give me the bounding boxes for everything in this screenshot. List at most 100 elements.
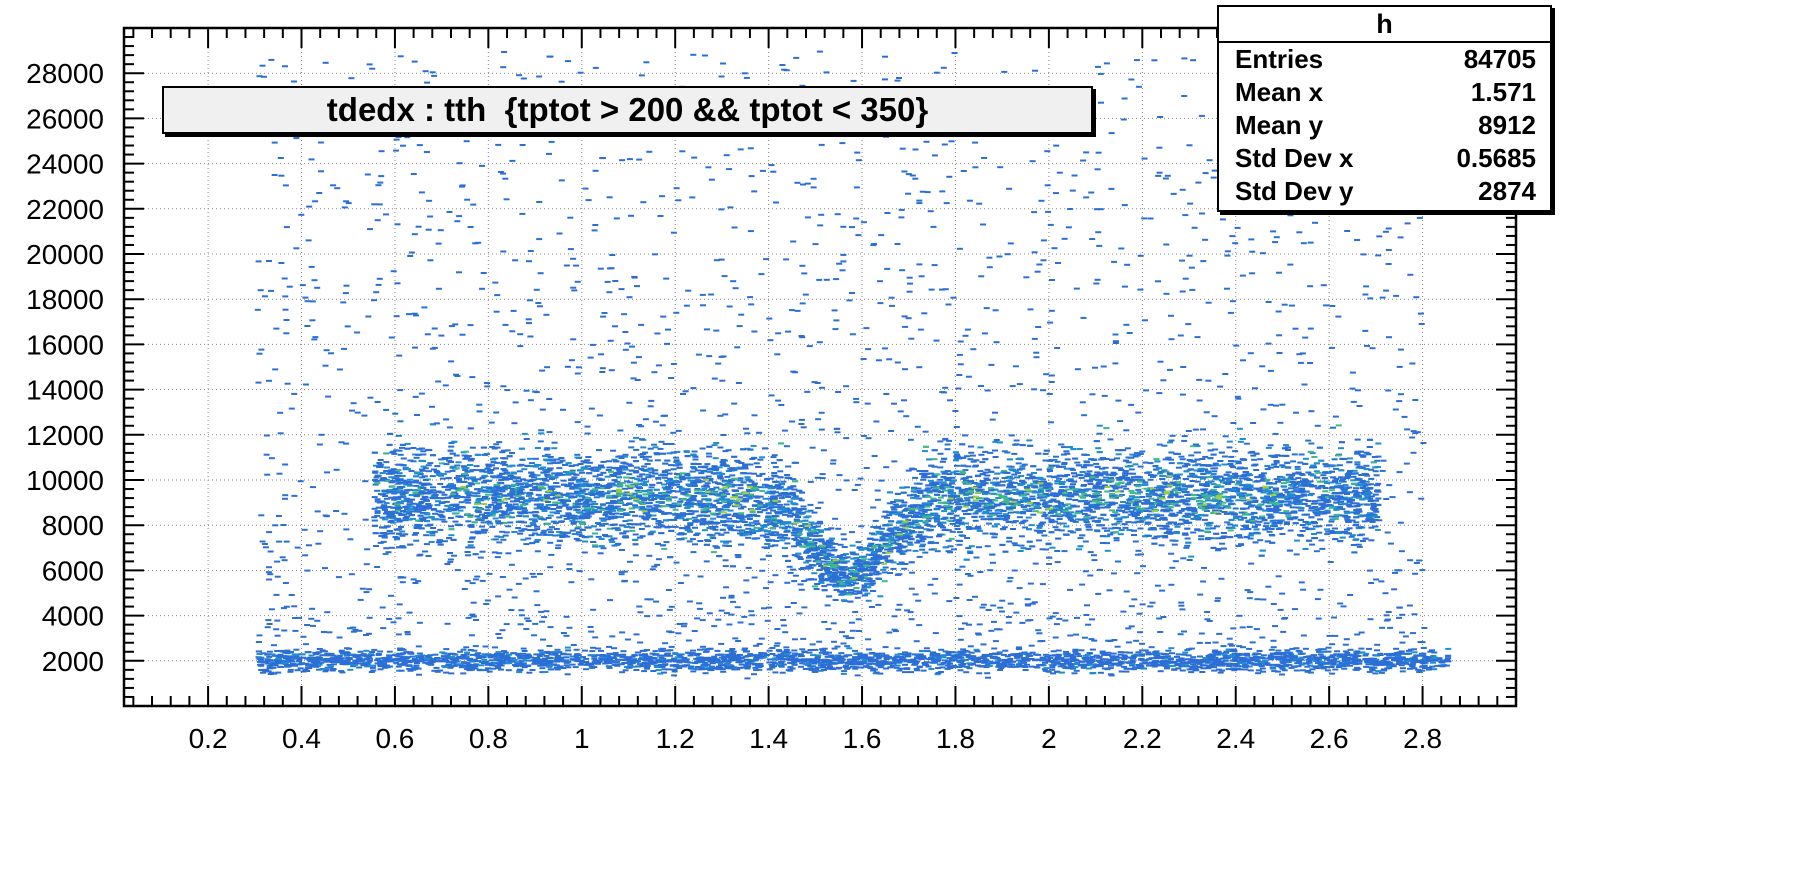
heatmap-cell [1215, 502, 1222, 505]
heatmap-cell [613, 661, 620, 664]
heatmap-cell [690, 649, 697, 652]
heatmap-cell [1062, 659, 1069, 662]
heatmap-cell [862, 655, 868, 657]
heatmap-cell [1286, 664, 1293, 667]
heatmap-cell [822, 653, 829, 656]
heatmap-cell [1393, 647, 1400, 650]
heatmap-cell [1354, 650, 1361, 653]
heatmap-cell [605, 665, 612, 668]
heatmap-cell [718, 497, 725, 500]
heatmap-cell [1106, 659, 1113, 662]
heatmap-cell [1280, 662, 1287, 664]
heatmap-cell [902, 663, 908, 666]
heatmap-cell [953, 473, 960, 475]
heatmap-cell [296, 660, 302, 663]
heatmap-cell [492, 517, 499, 520]
heatmap-cell [1436, 658, 1443, 661]
heatmap-cell [1026, 652, 1032, 655]
heatmap-cell [596, 660, 603, 662]
heatmap-cell [720, 664, 727, 667]
heatmap-cell [367, 657, 373, 660]
heatmap-cell [1043, 495, 1050, 498]
heatmap-cell [316, 651, 322, 654]
heatmap-cell [1323, 658, 1330, 661]
heatmap-cell [805, 662, 812, 664]
heatmap-cell [1427, 650, 1434, 653]
heatmap-cell [1121, 654, 1128, 657]
heatmap-cell [693, 654, 700, 657]
heatmap-cell [307, 663, 313, 666]
heatmap-cell [1329, 672, 1336, 675]
heatmap-cell [721, 657, 727, 660]
heatmap-cell [918, 649, 925, 652]
heatmap-cell [1139, 649, 1146, 652]
heatmap-cell [1043, 667, 1050, 670]
heatmap-cell [377, 668, 384, 671]
heatmap-cell [775, 649, 782, 652]
heatmap-cell [689, 652, 696, 655]
heatmap-cell [1179, 661, 1186, 664]
heatmap-cell [915, 525, 922, 528]
heatmap-cell [904, 667, 911, 670]
heatmap-cell [665, 668, 672, 671]
heatmap-cell [547, 486, 554, 489]
heatmap-cell [291, 653, 298, 656]
heatmap-cell [1275, 649, 1282, 652]
heatmap-cell [518, 660, 525, 663]
heatmap-cell [495, 651, 502, 654]
heatmap-cell [521, 666, 528, 669]
heatmap-cell [1259, 662, 1266, 664]
heatmap-cell [603, 661, 610, 664]
heatmap-cell [1269, 663, 1275, 666]
heatmap-cell [1337, 476, 1344, 479]
heatmap-cell [614, 664, 621, 667]
heatmap-cell [526, 671, 533, 674]
heatmap-cell [377, 661, 384, 664]
heatmap-cell [769, 663, 776, 666]
heatmap-cell [811, 552, 818, 555]
heatmap-cell [1284, 649, 1291, 652]
heatmap-cell [581, 661, 588, 664]
heatmap-cell [725, 660, 732, 663]
heatmap-cell [271, 654, 278, 657]
heatmap-cell [265, 670, 272, 673]
heatmap-cell [772, 658, 779, 661]
heatmap-cell [612, 652, 619, 655]
heatmap-cell [797, 653, 804, 656]
heatmap-cell [997, 669, 1004, 671]
heatmap-cell [413, 532, 419, 534]
heatmap-cell [791, 649, 798, 652]
heatmap-cell [1014, 656, 1021, 659]
heatmap-cell [945, 651, 952, 653]
heatmap-cell [429, 661, 436, 664]
heatmap-cell [671, 657, 678, 660]
heatmap-cell [1255, 669, 1262, 672]
heatmap-cell [1179, 669, 1186, 672]
heatmap-cell [1285, 481, 1292, 484]
heatmap-cell [753, 644, 760, 647]
heatmap-cell [763, 654, 770, 656]
heatmap-cell [838, 559, 845, 562]
heatmap-cell [981, 655, 988, 658]
heatmap-cell [437, 669, 444, 672]
heatmap-cell [545, 663, 552, 666]
heatmap-cell [666, 452, 673, 455]
heatmap-cell [838, 657, 845, 660]
heatmap-cell [668, 645, 675, 648]
heatmap-cell [1225, 668, 1232, 671]
heatmap-cell [1107, 673, 1114, 676]
heatmap-cell [1013, 655, 1020, 657]
heatmap-cell [1354, 450, 1361, 453]
heatmap-cell [690, 670, 697, 673]
heatmap-cell [521, 654, 528, 657]
heatmap-cell [754, 664, 761, 667]
heatmap-cell [836, 666, 842, 669]
heatmap-cell [439, 651, 446, 654]
heatmap-cell [563, 493, 570, 496]
heatmap-cell [626, 656, 633, 659]
heatmap-cell [744, 658, 751, 661]
heatmap-cell [294, 669, 301, 672]
heatmap-cell [466, 663, 472, 666]
heatmap-cell [267, 659, 274, 662]
heatmap-cell [808, 668, 815, 671]
